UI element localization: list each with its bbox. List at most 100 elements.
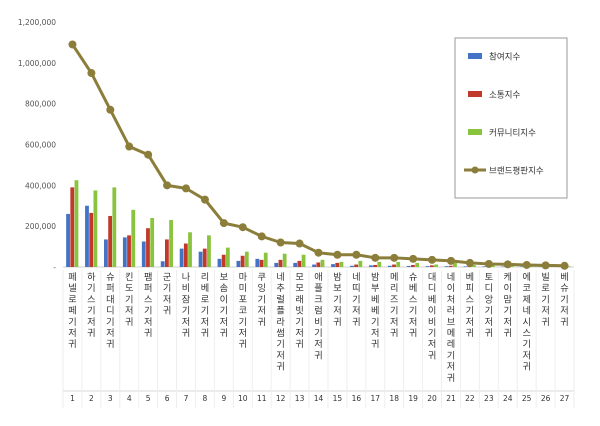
bar-참여지수: [274, 262, 279, 267]
bar-참여지수: [179, 248, 184, 267]
x-rank-label: 12: [276, 394, 286, 403]
bar-커뮤니티지수: [74, 180, 79, 267]
line-point: [409, 254, 418, 263]
x-rank-label: 18: [389, 394, 399, 403]
x-rank-label: 7: [184, 394, 189, 403]
x-rank-label: 10: [238, 394, 248, 403]
y-tick-label: 1,200,000: [18, 18, 56, 27]
bar-참여지수: [331, 264, 335, 267]
line-point: [465, 258, 474, 267]
line-series: [68, 40, 569, 270]
bar-커뮤니티지수: [453, 262, 457, 267]
y-tick-label: 800,000: [25, 100, 56, 109]
legend-swatch: [468, 53, 482, 59]
line-point: [371, 253, 380, 262]
x-rank-label: 20: [427, 394, 437, 403]
bar-커뮤니티지수: [112, 187, 117, 267]
bar-소통지수: [392, 264, 396, 267]
bar-커뮤니티지수: [207, 235, 211, 267]
line-point: [125, 142, 134, 151]
bar-참여지수: [501, 266, 506, 267]
line-point: [314, 248, 323, 257]
line-point: [106, 105, 115, 114]
line-point: [200, 195, 209, 204]
bar-참여지수: [406, 265, 411, 267]
line-point: [560, 261, 569, 270]
bar-커뮤니티지수: [434, 264, 438, 267]
bar-참여지수: [141, 241, 146, 267]
bar-소통지수: [297, 260, 302, 267]
line-point: [295, 239, 304, 248]
y-tick-label: 200,000: [25, 222, 56, 231]
line-point: [446, 256, 455, 265]
bar-커뮤니티지수: [566, 266, 571, 267]
bar-커뮤니티지수: [244, 251, 249, 267]
x-rank-label: 23: [484, 394, 494, 403]
bar-커뮤니티지수: [150, 218, 155, 267]
x-rank-label: 21: [446, 394, 456, 403]
line-point: [276, 238, 285, 247]
bar-소통지수: [316, 262, 321, 267]
x-rank-label: 17: [371, 394, 381, 403]
line-point: [333, 250, 342, 259]
bar-소통지수: [354, 264, 359, 267]
bar-커뮤니티지수: [415, 262, 420, 267]
bar-커뮤니티지수: [301, 254, 306, 267]
x-axis: 페 넬 로 페 기 저 귀 1 하 기 스 기 저 귀 2 슈 퍼 대 디 기 저 귀 3 킨 도 기 저 귀 4 팸 퍼 스 기 저 귀 5 군 기 저 귀…: [62, 270, 575, 408]
bars: [66, 180, 571, 267]
line-point: [541, 261, 550, 270]
bar-커뮤니티지수: [396, 261, 401, 267]
legend-label: 브랜드평판지수: [489, 166, 544, 177]
x-rank-label: 6: [165, 394, 170, 403]
bar-소통지수: [146, 228, 150, 267]
x-rank-label: 26: [541, 394, 551, 403]
bar-참여지수: [444, 266, 449, 267]
bar-참여지수: [482, 266, 487, 267]
bar-참여지수: [198, 251, 203, 267]
x-rank-label: 9: [221, 394, 226, 403]
bar-참여지수: [387, 265, 392, 267]
x-rank-label: 15: [333, 394, 343, 403]
bar-커뮤니티지수: [339, 261, 344, 267]
line-point: [352, 250, 361, 259]
line-point: [484, 259, 493, 268]
bar-커뮤니티지수: [93, 190, 98, 267]
y-tick-label: -: [53, 263, 56, 272]
bar-소통지수: [183, 243, 188, 267]
x-rank-label: 3: [108, 394, 113, 403]
line-point: [390, 253, 399, 262]
bar-커뮤니티지수: [358, 260, 363, 267]
legend-label: 커뮤니티지수: [489, 128, 536, 139]
bar-참여지수: [293, 262, 298, 267]
bar-커뮤니티지수: [188, 232, 192, 267]
y-tick-label: 1,000,000: [18, 59, 56, 68]
x-rank-label: 8: [203, 394, 208, 403]
line-point: [68, 40, 77, 49]
y-tick-label: 400,000: [25, 181, 56, 190]
bar-소통지수: [259, 259, 264, 267]
bar-소통지수: [373, 264, 377, 267]
x-rank-label: 11: [257, 394, 267, 403]
legend-swatch: [468, 129, 482, 135]
line-point: [522, 260, 531, 269]
bar-커뮤니티지수: [169, 220, 173, 267]
bar-소통지수: [429, 265, 434, 267]
line-point: [219, 219, 228, 228]
legend-swatch-marker: [471, 166, 479, 174]
x-rank-label: 4: [127, 394, 132, 403]
legend-label: 소통지수: [489, 91, 520, 101]
